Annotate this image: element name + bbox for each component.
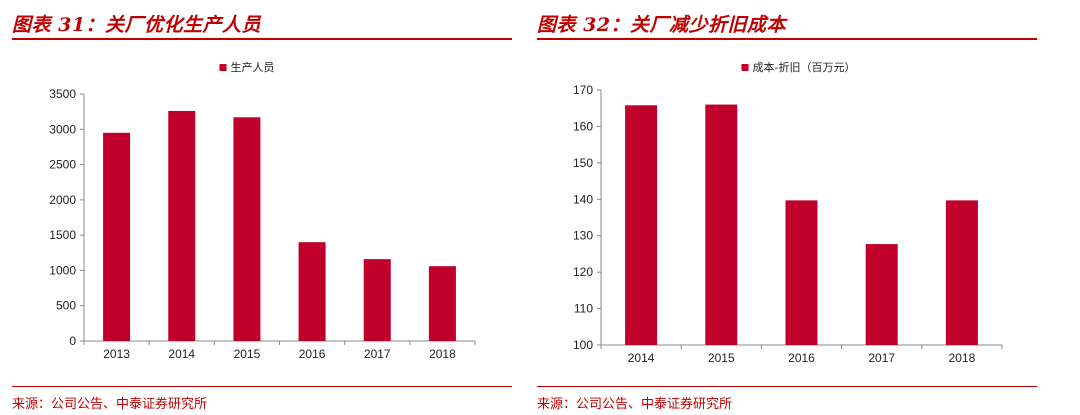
right-chart-panel: 图表 32：关厂减少折旧成本 100 110 120 130 140 150 160 170 2… (537, 0, 1037, 415)
right-source-divider (537, 386, 1037, 387)
left-source-note: 来源：公司公告、中泰证券研究所 (12, 397, 208, 412)
y-tick-label: 3000 (49, 122, 76, 136)
bar (168, 110, 196, 342)
y-tick-label: 3500 (49, 87, 76, 101)
x-tick-label: 2016 (788, 351, 815, 365)
legend-swatch (219, 64, 227, 71)
x-tick-label: 2017 (364, 347, 391, 361)
x-tick-label: 2014 (168, 347, 195, 361)
bar (625, 105, 658, 345)
left-chart-title: 图表 31：关厂优化生产人员 (12, 14, 262, 36)
legend: 生产人员 (219, 60, 275, 74)
bar (363, 259, 391, 341)
y-tick-label: 0 (69, 334, 76, 348)
x-tick-label: 2013 (103, 347, 130, 361)
y-tick-label: 1500 (49, 228, 76, 242)
bar (785, 200, 818, 345)
y-tick-label: 140 (573, 192, 593, 206)
right-bar-chart: 100 110 120 130 140 150 160 170 2014 2015 2016 2017… (573, 60, 1003, 365)
x-tick-label: 2016 (299, 347, 326, 361)
bar (103, 132, 131, 341)
y-tick-label: 2000 (49, 193, 76, 207)
left-chart-panel: 图表 31：关厂优化生产人员 0 500 1000 1500 2000 2500 3000 3… (12, 0, 512, 415)
y-tick-label: 160 (573, 119, 593, 133)
y-tick-label: 110 (574, 302, 593, 316)
legend-swatch (741, 64, 749, 71)
x-tick-label: 2015 (234, 347, 261, 361)
y-tick-label: 2500 (49, 158, 76, 172)
x-tick-label: 2018 (949, 351, 976, 365)
x-tick-label: 2014 (628, 351, 655, 365)
left-source-divider (12, 386, 512, 387)
bar (233, 117, 261, 341)
x-tick-label: 2018 (429, 347, 456, 361)
bar (705, 104, 738, 345)
legend-label: 成本-折旧（百万元） (753, 60, 856, 74)
y-tick-label: 100 (573, 338, 593, 352)
legend-label: 生产人员 (231, 60, 275, 74)
right-title-bar: 图表 32：关厂减少折旧成本 (537, 6, 1037, 40)
y-tick-label: 170 (573, 83, 593, 97)
right-chart-title: 图表 32：关厂减少折旧成本 (537, 14, 787, 36)
y-tick-label: 1000 (49, 263, 76, 277)
left-bar-chart: 0 500 1000 1500 2000 2500 3000 3500 2013 2014 2015… (49, 60, 476, 361)
y-tick-label: 500 (56, 299, 76, 313)
y-tick-label: 120 (573, 265, 593, 279)
bar (428, 266, 456, 341)
x-tick-label: 2015 (708, 351, 735, 365)
y-tick-label: 130 (573, 229, 593, 243)
right-source-note: 来源：公司公告、中泰证券研究所 (537, 397, 733, 412)
bar (865, 244, 898, 345)
legend: 成本-折旧（百万元） (741, 60, 856, 74)
y-tick-label: 150 (573, 156, 593, 170)
left-title-bar: 图表 31：关厂优化生产人员 (12, 6, 512, 40)
x-tick-label: 2017 (868, 351, 895, 365)
bar (298, 242, 326, 341)
bar (945, 200, 978, 345)
